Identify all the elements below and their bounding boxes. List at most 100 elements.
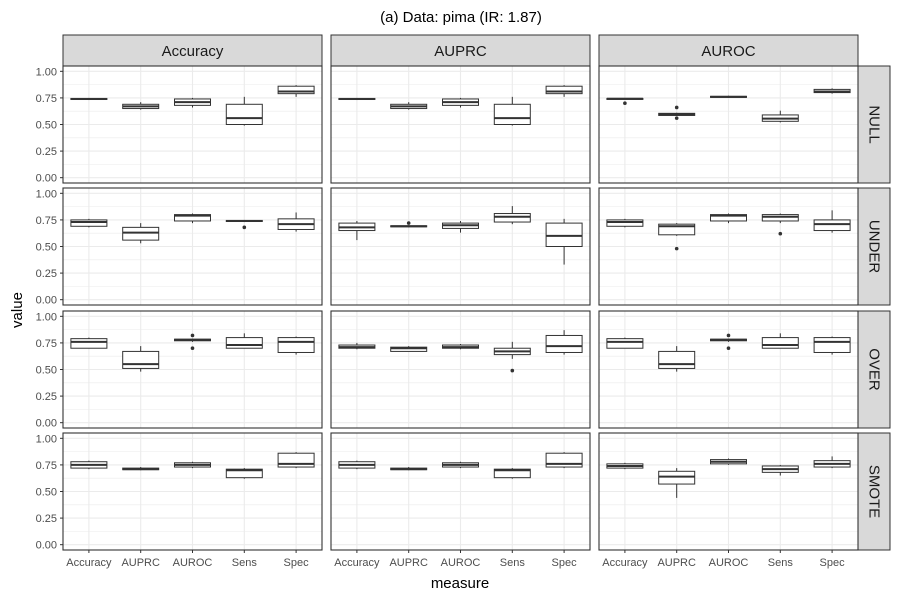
boxplot-auprc — [658, 468, 696, 498]
x-tick-label: Spec — [284, 557, 310, 569]
facet-panel — [598, 432, 859, 551]
boxplot-auroc — [174, 97, 211, 108]
x-tick-label: Accuracy — [334, 557, 380, 569]
x-tick-label: Spec — [552, 557, 578, 569]
box-iqr — [761, 337, 799, 349]
box-iqr — [658, 223, 696, 236]
row-strip — [857, 432, 891, 551]
y-tick-label: 0.75 — [36, 215, 57, 227]
box-iqr — [225, 468, 263, 479]
panel-border — [330, 310, 591, 429]
panel-border — [330, 187, 591, 306]
boxplot-auprc — [658, 346, 696, 372]
box-iqr — [277, 85, 315, 95]
row-strip-label: SMOTE — [866, 465, 883, 518]
y-tick-label: 0.00 — [36, 173, 57, 185]
panel-border — [598, 65, 859, 184]
y-tick-label: 0.75 — [36, 338, 57, 350]
column-strip — [62, 34, 323, 67]
boxplot-sens — [493, 206, 531, 225]
boxplot-auroc — [442, 461, 479, 469]
boxplot-spec — [277, 336, 315, 355]
box-iqr — [70, 219, 108, 227]
facet-panel — [330, 310, 591, 429]
column-strip — [598, 34, 859, 67]
boxplot-sens — [225, 96, 263, 126]
y-tick-label: 0.00 — [36, 540, 57, 552]
boxplot-auprc — [390, 221, 428, 228]
row-strip-label: UNDER — [866, 220, 883, 274]
chart-title: (a) Data: pima (IR: 1.87) — [380, 9, 542, 26]
box-iqr — [122, 226, 160, 241]
box-iqr — [70, 338, 108, 349]
x-tick-label: Accuracy — [66, 557, 112, 569]
row-strip-label: NULL — [866, 105, 883, 143]
facet-panel — [62, 187, 323, 306]
outlier-point — [726, 346, 731, 351]
y-tick-label: 1.00 — [36, 433, 57, 445]
boxplot-auroc — [174, 461, 211, 469]
y-tick-label: 0.25 — [36, 391, 57, 403]
box-iqr — [545, 222, 583, 248]
boxplot-auroc — [174, 213, 211, 224]
boxplot-auroc — [710, 333, 747, 351]
outlier-point — [190, 346, 195, 351]
y-tick-label: 1.00 — [36, 188, 57, 200]
boxplot-accuracy — [70, 97, 108, 101]
y-tick-label: 1.00 — [36, 311, 57, 323]
box-iqr — [813, 219, 851, 232]
y-tick-label: 0.75 — [36, 460, 57, 472]
y-tick-label: 0.50 — [36, 487, 57, 499]
box-iqr — [225, 103, 263, 125]
box-iqr — [658, 350, 696, 369]
box-iqr — [225, 337, 263, 349]
y-tick-label: 0.50 — [36, 365, 57, 377]
facet-panel — [62, 432, 323, 551]
facet-panel — [62, 310, 323, 429]
y-axis-title: value — [9, 292, 26, 328]
panel-border — [62, 310, 323, 429]
row-strip — [857, 65, 891, 184]
row-strip-label: OVER — [866, 348, 883, 391]
x-tick-label: Sens — [232, 557, 258, 569]
boxplot-auprc — [122, 102, 160, 110]
box-iqr — [493, 213, 531, 223]
boxplot-sens — [761, 464, 799, 476]
y-tick-label: 0.25 — [36, 268, 57, 280]
box-iqr — [710, 214, 747, 222]
panel-border — [62, 187, 323, 306]
facet-panel — [330, 65, 591, 184]
box-iqr — [813, 337, 851, 353]
boxplot-auprc — [658, 105, 696, 120]
x-tick-label: Sens — [500, 557, 526, 569]
box-iqr — [390, 346, 428, 352]
box-iqr — [277, 452, 315, 468]
boxplot-spec — [545, 330, 583, 355]
column-strip-label: AUROC — [701, 43, 755, 60]
outlier-point — [242, 225, 247, 230]
y-tick-label: 0.00 — [36, 295, 57, 307]
panel-border — [598, 187, 859, 306]
boxplot-sens — [493, 468, 531, 479]
outlier-point — [510, 368, 515, 373]
outlier-point — [778, 231, 783, 236]
boxplot-auprc — [122, 467, 160, 471]
outlier-point — [726, 333, 731, 338]
panel-border — [598, 432, 859, 551]
boxplot-auprc — [390, 102, 428, 110]
boxplot-sens — [761, 110, 799, 123]
box-iqr — [545, 452, 583, 468]
y-tick-label: 1.00 — [36, 66, 57, 78]
outlier-point — [190, 333, 195, 338]
panel-border — [598, 310, 859, 429]
outlier-point — [674, 246, 679, 251]
boxplot-sens — [225, 468, 263, 479]
x-tick-label: Sens — [768, 557, 794, 569]
facet-panel — [330, 432, 591, 551]
box-iqr — [545, 334, 583, 353]
facet-grid: Accuracy AUPRC AUROC NULL UNDER OVER SMOTE 0.00… — [36, 34, 891, 569]
x-tick-label: AUROC — [173, 557, 213, 569]
boxplot-accuracy — [70, 218, 108, 228]
box-iqr — [174, 214, 211, 222]
